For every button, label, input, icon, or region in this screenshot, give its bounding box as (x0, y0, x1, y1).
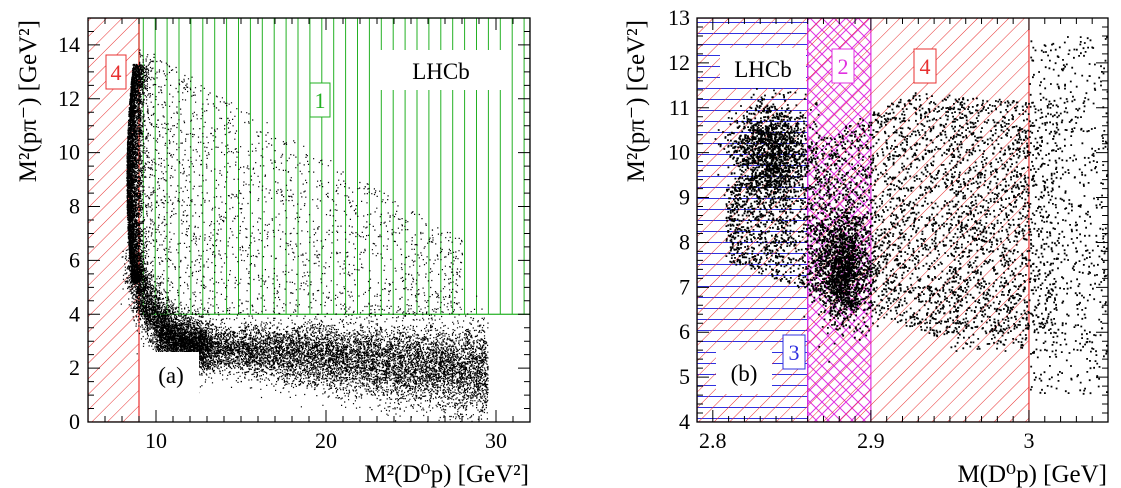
panel-b-region-label-3: 3 (789, 340, 800, 365)
panel-a-region-label-4: 4 (111, 60, 122, 85)
panel-a-ytick-label: 14 (58, 32, 80, 57)
panel-b-ytick-label: 5 (679, 364, 690, 389)
panel-b-ytick-label: 6 (679, 319, 690, 344)
panel-a-xtick-label: 10 (145, 428, 167, 453)
panel-b-region-label-box-2 (831, 48, 855, 84)
panel-a-ytick-label: 0 (69, 409, 80, 434)
panel-a-region-border-4 (88, 18, 140, 422)
panel-b-ytick-label: 7 (679, 274, 690, 299)
panel-a-ytick-label: 12 (58, 86, 80, 111)
panel-a-region-label-1: 1 (315, 88, 326, 113)
panel-b-panel-box (716, 350, 772, 394)
panel-a-ytick-label: 10 (58, 140, 80, 165)
panel-b-xtick-label: 3 (1023, 428, 1034, 453)
panel-b-ytick-label: 9 (679, 185, 690, 210)
panel-a-ylabel: M²(pπ⁻) [GeV²] (15, 20, 42, 182)
panel-b-ytick-label: 10 (668, 140, 690, 165)
panel-b-xtick-label: 2.9 (857, 428, 885, 453)
panel-b-lhcb-label: LHCb (734, 57, 792, 82)
panel-a-points (120, 49, 489, 422)
panel-b-ytick-label: 4 (679, 409, 690, 434)
panel-b-ytick-label: 12 (668, 50, 690, 75)
panel-a-xlabel: M²(D⁰p) [GeV²] (364, 461, 529, 488)
panel-b-xtick-label: 2.8 (699, 428, 727, 453)
panel-a-region-label-box-1 (309, 82, 331, 118)
panel-b-region-label-2: 2 (838, 54, 849, 79)
panel-b-ytick-label: 8 (679, 229, 690, 254)
panel-b-ytick-label: 13 (668, 5, 690, 30)
panel-a-xtick-label: 30 (485, 428, 507, 453)
panel-a-region-label-box-4 (105, 54, 127, 90)
panel-a-lhcb-label: LHCb (412, 59, 470, 84)
panel-a-ytick-label: 4 (69, 301, 80, 326)
panel-b-region-label-4: 4 (920, 54, 931, 79)
panel-b-lhcb-box (720, 48, 806, 88)
panel-b-region-label-box-4 (913, 48, 937, 84)
panel-a-ticks (87, 17, 531, 423)
panel-b-region-label-box-3 (782, 334, 806, 370)
panel-b-panel-label: (b) (731, 361, 758, 386)
panel-b-ylabel: M²(pπ⁻) [GeV²] (623, 20, 650, 182)
panel-b-points (714, 36, 1108, 395)
panel-a-panel-box (143, 352, 199, 396)
panel-a-ytick-label: 2 (69, 355, 80, 380)
panel-a-ytick-label: 8 (69, 194, 80, 219)
panel-b-ticks (696, 17, 1109, 423)
panel-a-ytick-label: 6 (69, 247, 80, 272)
panel-b: 2.8 2.9 3 4 5 6 7 8 9 10 11 12 13 M(D⁰p) [GeV] M²(pπ⁻)… (623, 5, 1109, 488)
panel-a-xtick-label: 20 (315, 428, 337, 453)
panel-b-xlabel: M(D⁰p) [GeV] (957, 461, 1107, 488)
panel-a-panel-label: (a) (158, 363, 184, 388)
panel-a-lhcb-box (378, 50, 504, 90)
panel-b-region-border-4 (697, 18, 1030, 422)
panel-b-ytick-label: 11 (669, 95, 690, 120)
